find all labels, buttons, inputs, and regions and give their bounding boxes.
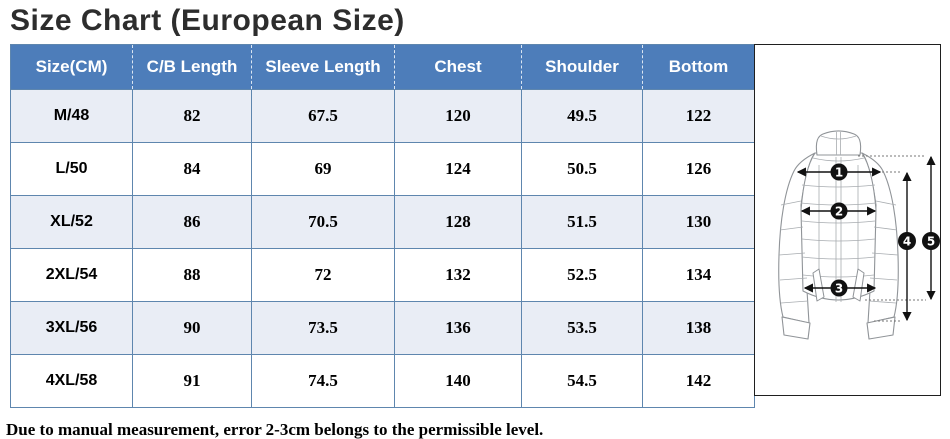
cb-length-cell: 91 <box>132 354 252 408</box>
marker-1-icon: 1 <box>830 163 848 181</box>
jacket-measurement-diagram-icon: 1 2 3 4 5 <box>778 130 940 340</box>
sleeve-length-cell: 74.5 <box>251 354 395 408</box>
sleeve-length-cell: 67.5 <box>251 89 395 143</box>
cb-length-cell: 82 <box>132 89 252 143</box>
measurement-markers: 1 2 3 4 5 <box>830 163 940 297</box>
size-table: Size(CM) C/B Length Sleeve Length Chest … <box>10 44 755 408</box>
table-row: 3XL/56 90 73.5 136 53.5 138 <box>10 301 755 355</box>
leader-lines <box>858 155 926 322</box>
page-title: Size Chart (European Size) <box>10 4 405 37</box>
sleeve-length-cell: 73.5 <box>251 301 395 355</box>
column-header-shoulder: Shoulder <box>521 44 643 90</box>
content-area: Size(CM) C/B Length Sleeve Length Chest … <box>10 44 950 408</box>
cb-length-cell: 90 <box>132 301 252 355</box>
chest-cell: 136 <box>394 301 522 355</box>
column-header-size: Size(CM) <box>10 44 133 90</box>
chest-cell: 128 <box>394 195 522 249</box>
chest-cell: 140 <box>394 354 522 408</box>
column-header-bottom: Bottom <box>642 44 755 90</box>
cb-length-cell: 88 <box>132 248 252 302</box>
shoulder-cell: 49.5 <box>521 89 643 143</box>
shoulder-cell: 50.5 <box>521 142 643 196</box>
bottom-cell: 134 <box>642 248 755 302</box>
shoulder-cell: 53.5 <box>521 301 643 355</box>
bottom-cell: 142 <box>642 354 755 408</box>
shoulder-cell: 52.5 <box>521 248 643 302</box>
shoulder-cell: 54.5 <box>521 354 643 408</box>
size-cell: 4XL/58 <box>10 354 133 408</box>
column-header-cb-length: C/B Length <box>132 44 252 90</box>
sleeve-length-cell: 70.5 <box>251 195 395 249</box>
size-cell: XL/52 <box>10 195 133 249</box>
table-row: L/50 84 69 124 50.5 126 <box>10 142 755 196</box>
marker-4-icon: 4 <box>898 232 916 250</box>
table-row: M/48 82 67.5 120 49.5 122 <box>10 89 755 143</box>
bottom-cell: 130 <box>642 195 755 249</box>
size-cell: M/48 <box>10 89 133 143</box>
sleeve-length-cell: 72 <box>251 248 395 302</box>
bottom-cell: 126 <box>642 142 755 196</box>
cb-length-cell: 84 <box>132 142 252 196</box>
table-row: 2XL/54 88 72 132 52.5 134 <box>10 248 755 302</box>
svg-text:1: 1 <box>835 166 843 180</box>
chest-cell: 124 <box>394 142 522 196</box>
measurement-disclaimer: Due to manual measurement, error 2-3cm b… <box>6 420 544 439</box>
svg-text:4: 4 <box>903 235 911 249</box>
shoulder-cell: 51.5 <box>521 195 643 249</box>
svg-text:3: 3 <box>835 282 843 296</box>
chest-cell: 120 <box>394 89 522 143</box>
table-row: XL/52 86 70.5 128 51.5 130 <box>10 195 755 249</box>
svg-text:5: 5 <box>927 235 935 249</box>
marker-3-icon: 3 <box>830 279 848 297</box>
cb-length-cell: 86 <box>132 195 252 249</box>
column-header-chest: Chest <box>394 44 522 90</box>
bottom-cell: 122 <box>642 89 755 143</box>
size-cell: L/50 <box>10 142 133 196</box>
marker-2-icon: 2 <box>830 202 848 220</box>
jacket-outline <box>778 130 899 340</box>
header-row: Size(CM) C/B Length Sleeve Length Chest … <box>10 44 755 90</box>
marker-5-icon: 5 <box>922 232 940 250</box>
table-row: 4XL/58 91 74.5 140 54.5 142 <box>10 354 755 408</box>
jacket-diagram-box: 1 2 3 4 5 <box>754 44 941 396</box>
chest-cell: 132 <box>394 248 522 302</box>
sleeve-length-cell: 69 <box>251 142 395 196</box>
column-header-sleeve-length: Sleeve Length <box>251 44 395 90</box>
bottom-cell: 138 <box>642 301 755 355</box>
size-cell: 2XL/54 <box>10 248 133 302</box>
svg-text:2: 2 <box>835 205 843 219</box>
size-cell: 3XL/56 <box>10 301 133 355</box>
